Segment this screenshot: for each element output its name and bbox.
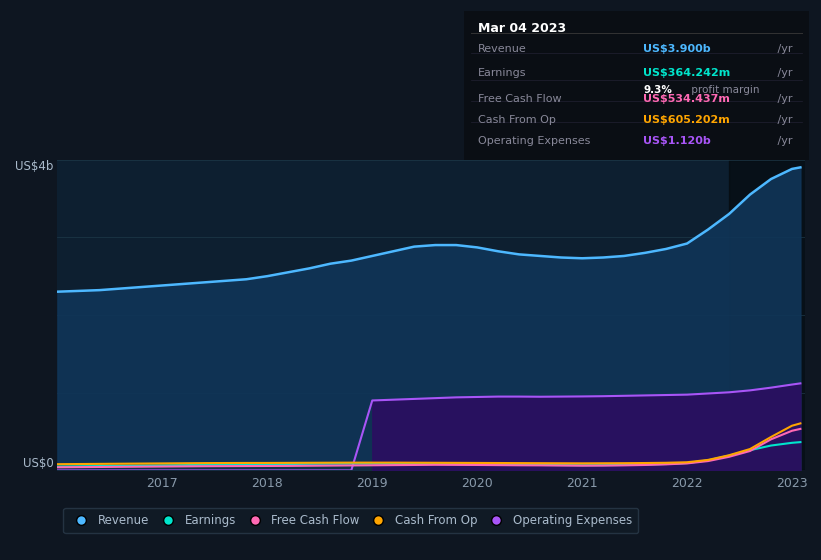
Text: Free Cash Flow: Free Cash Flow [478, 94, 562, 104]
Text: Operating Expenses: Operating Expenses [478, 136, 590, 146]
Text: Mar 04 2023: Mar 04 2023 [478, 22, 566, 35]
Text: US$3.900b: US$3.900b [643, 44, 711, 54]
Text: US$4b: US$4b [16, 160, 53, 172]
Text: US$1.120b: US$1.120b [643, 136, 711, 146]
Text: Earnings: Earnings [478, 68, 526, 78]
Text: /yr: /yr [774, 44, 793, 54]
Text: /yr: /yr [774, 68, 793, 78]
Text: Revenue: Revenue [478, 44, 526, 54]
Text: US$534.437m: US$534.437m [643, 94, 730, 104]
Text: US$0: US$0 [23, 458, 53, 470]
Text: /yr: /yr [774, 94, 793, 104]
Text: US$605.202m: US$605.202m [643, 115, 730, 125]
Text: /yr: /yr [774, 136, 793, 146]
Text: 9.3%: 9.3% [643, 85, 672, 95]
Text: Cash From Op: Cash From Op [478, 115, 556, 125]
Text: profit margin: profit margin [688, 85, 759, 95]
Text: US$364.242m: US$364.242m [643, 68, 731, 78]
Bar [729, 160, 808, 470]
Legend: Revenue, Earnings, Free Cash Flow, Cash From Op, Operating Expenses: Revenue, Earnings, Free Cash Flow, Cash … [63, 508, 638, 533]
Text: /yr: /yr [774, 115, 793, 125]
